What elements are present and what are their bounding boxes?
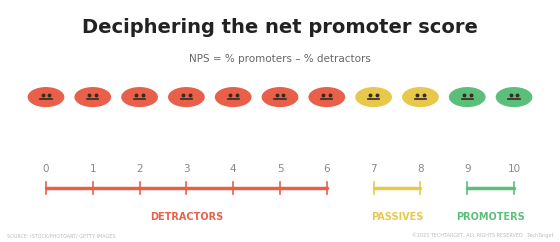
Text: 4: 4	[230, 164, 236, 174]
Ellipse shape	[27, 87, 64, 107]
Text: 3: 3	[183, 164, 190, 174]
Ellipse shape	[168, 87, 205, 107]
Text: ©2023 TECHTARGET, ALL RIGHTS RESERVED   TechTarget: ©2023 TECHTARGET, ALL RIGHTS RESERVED Te…	[412, 233, 553, 238]
Ellipse shape	[449, 87, 486, 107]
Text: PROMOTERS: PROMOTERS	[456, 212, 525, 222]
Ellipse shape	[355, 87, 392, 107]
Ellipse shape	[402, 87, 439, 107]
Text: 8: 8	[417, 164, 424, 174]
Text: NPS = % promoters – % detractors: NPS = % promoters – % detractors	[189, 54, 371, 64]
Text: 2: 2	[136, 164, 143, 174]
Text: Deciphering the net promoter score: Deciphering the net promoter score	[82, 18, 478, 37]
Text: 1: 1	[90, 164, 96, 174]
Ellipse shape	[215, 87, 251, 107]
Text: 0: 0	[43, 164, 49, 174]
Ellipse shape	[121, 87, 158, 107]
Ellipse shape	[74, 87, 111, 107]
Text: 7: 7	[370, 164, 377, 174]
Ellipse shape	[309, 87, 345, 107]
Text: 10: 10	[507, 164, 521, 174]
Text: 5: 5	[277, 164, 283, 174]
Text: PASSIVES: PASSIVES	[371, 212, 423, 222]
Text: 9: 9	[464, 164, 470, 174]
Ellipse shape	[262, 87, 298, 107]
Text: 6: 6	[324, 164, 330, 174]
Text: DETRACTORS: DETRACTORS	[150, 212, 223, 222]
Ellipse shape	[496, 87, 533, 107]
Text: SOURCE: ISTOCK/PHOTOART/ GETTY IMAGES: SOURCE: ISTOCK/PHOTOART/ GETTY IMAGES	[7, 233, 115, 238]
